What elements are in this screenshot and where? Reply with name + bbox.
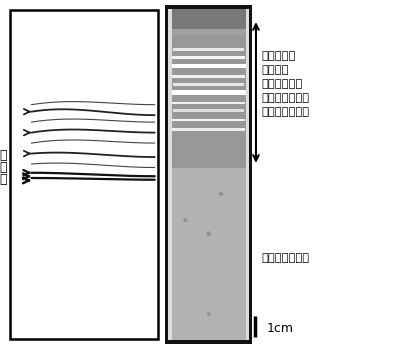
Circle shape xyxy=(184,219,187,221)
Bar xyxy=(173,83,244,86)
Bar xyxy=(169,9,248,340)
Bar xyxy=(173,109,244,112)
Bar xyxy=(173,102,245,104)
Circle shape xyxy=(220,193,223,195)
Bar xyxy=(172,65,246,68)
Bar xyxy=(173,119,245,121)
Circle shape xyxy=(207,232,211,235)
Bar xyxy=(10,10,158,339)
Bar xyxy=(173,128,245,131)
Text: 地震により
堆積した
タービダイト
（数回の侵食面
が認められる）: 地震により 堆積した タービダイト （数回の侵食面 が認められる） xyxy=(261,51,309,117)
Bar xyxy=(169,168,248,340)
Bar xyxy=(246,9,249,340)
Text: 1cm: 1cm xyxy=(266,322,294,335)
Bar xyxy=(173,57,245,59)
Bar xyxy=(169,9,248,29)
Bar xyxy=(171,90,247,95)
Bar xyxy=(173,75,245,78)
Bar xyxy=(173,48,244,51)
Bar xyxy=(165,5,252,344)
Text: 侵
食
面: 侵 食 面 xyxy=(0,149,7,186)
Circle shape xyxy=(208,313,210,315)
Text: 通常時の堆積物: 通常時の堆積物 xyxy=(261,253,309,263)
Bar xyxy=(169,35,248,168)
Bar xyxy=(168,9,172,340)
